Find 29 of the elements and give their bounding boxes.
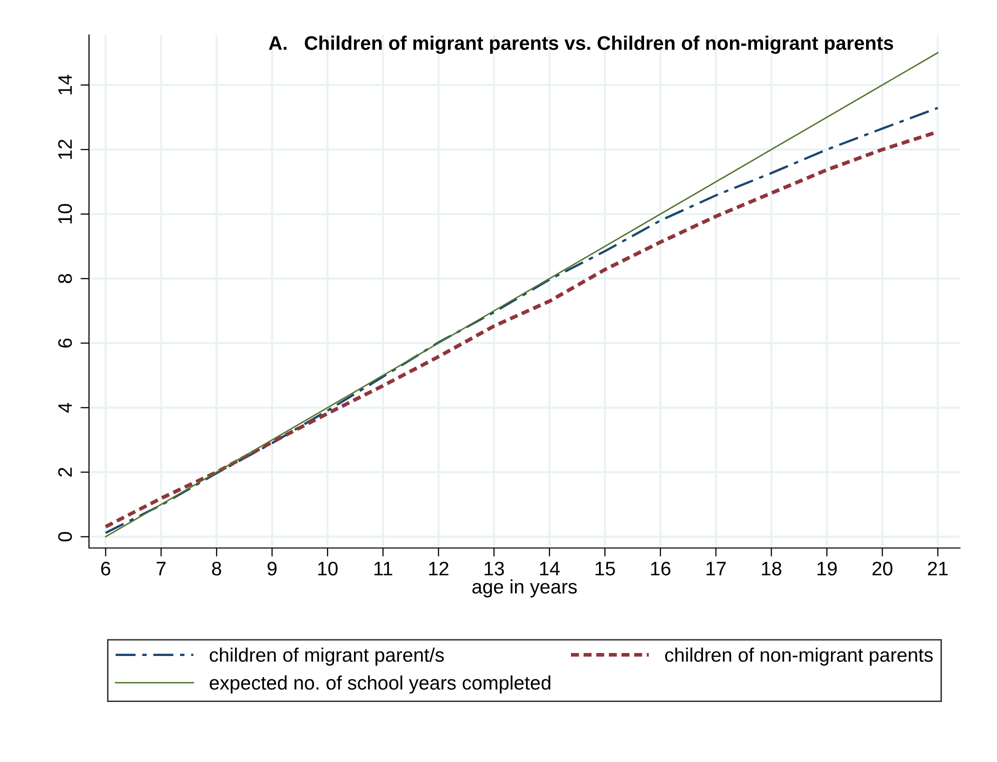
x-tick-label: 21 (928, 562, 948, 576)
x-axis-title: age in years (472, 579, 577, 598)
x-tick-label: 6 (101, 562, 110, 576)
x-tick-label: 14 (540, 562, 560, 576)
x-tick-label: 20 (872, 562, 892, 576)
x-tick-label: 19 (818, 562, 837, 576)
x-tick-label: 11 (374, 562, 392, 576)
x-tick-label: 16 (651, 562, 670, 576)
legend-label: expected no. of school years completed (210, 675, 550, 694)
y-tick-label: 6 (58, 338, 72, 348)
y-tick-label: 8 (58, 274, 72, 284)
x-tick-label: 17 (706, 562, 726, 576)
x-tick-label: 8 (212, 562, 222, 576)
x-tick-label: 12 (429, 562, 448, 576)
x-tick-label: 10 (318, 562, 338, 576)
legend-label: children of migrant parent/s (210, 648, 444, 666)
x-tick-label: 18 (762, 562, 782, 576)
y-tick-label: 2 (58, 468, 72, 477)
y-tick-label: 12 (58, 140, 72, 159)
legend-label: children of non-migrant parents (665, 648, 933, 666)
chart-title: A. Children of migrant parents vs. Children of non-migrant parents (268, 36, 894, 54)
x-tick-label: 9 (268, 562, 277, 576)
y-tick-label: 4 (58, 402, 72, 413)
y-tick-label: 10 (58, 204, 72, 224)
y-tick-label: 0 (58, 532, 72, 542)
x-tick-label: 15 (596, 562, 615, 576)
x-tick-label: 7 (156, 562, 166, 576)
x-tick-label: 13 (484, 562, 504, 576)
y-tick-label: 14 (58, 74, 72, 94)
